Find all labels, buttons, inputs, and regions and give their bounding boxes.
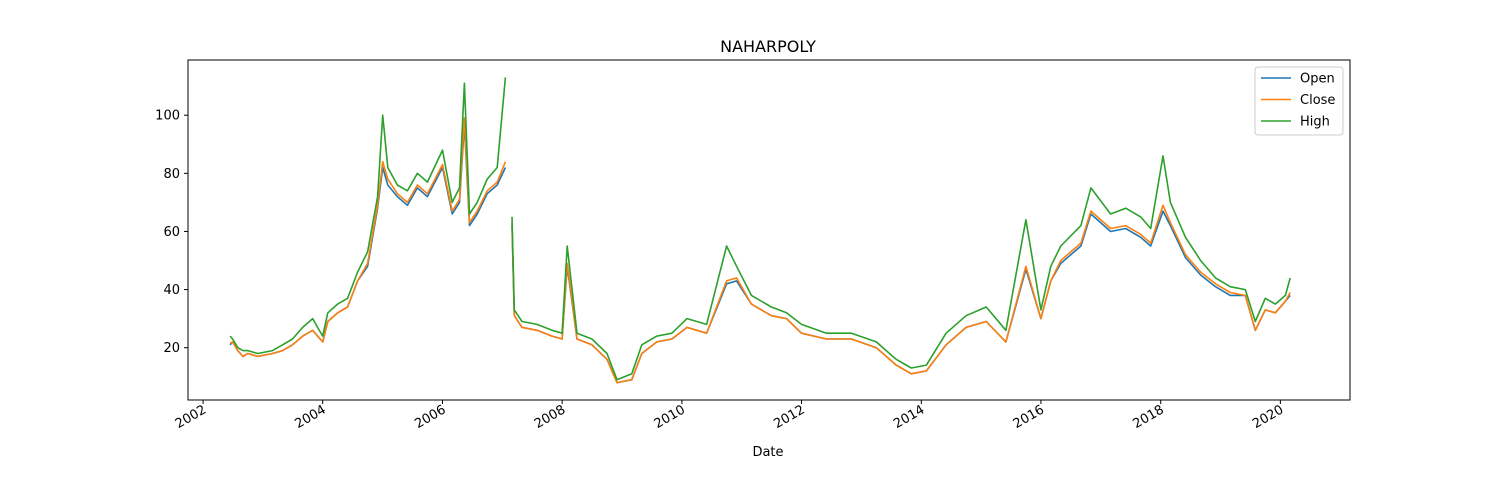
y-tick-label: 40	[163, 283, 180, 298]
series-line-close	[229, 117, 1291, 384]
y-axis: 20 40 60 80 100	[155, 109, 188, 356]
series-layer	[229, 77, 1291, 384]
chart-title: NAHARPOLY	[720, 37, 816, 56]
legend: Open Close High	[1254, 66, 1344, 136]
x-axis-label: Date	[752, 445, 783, 460]
y-tick-label: 60	[163, 225, 180, 240]
legend-label-close: Close	[1300, 93, 1335, 108]
series-line-high	[229, 77, 1291, 381]
y-tick-label: 80	[163, 167, 180, 182]
y-tick-label: 20	[163, 341, 180, 356]
legend-label-high: High	[1300, 115, 1330, 130]
y-tick-label: 100	[155, 109, 180, 124]
plot-frame	[187, 59, 1351, 401]
legend-label-open: Open	[1300, 72, 1335, 87]
legend-box	[1254, 66, 1344, 136]
